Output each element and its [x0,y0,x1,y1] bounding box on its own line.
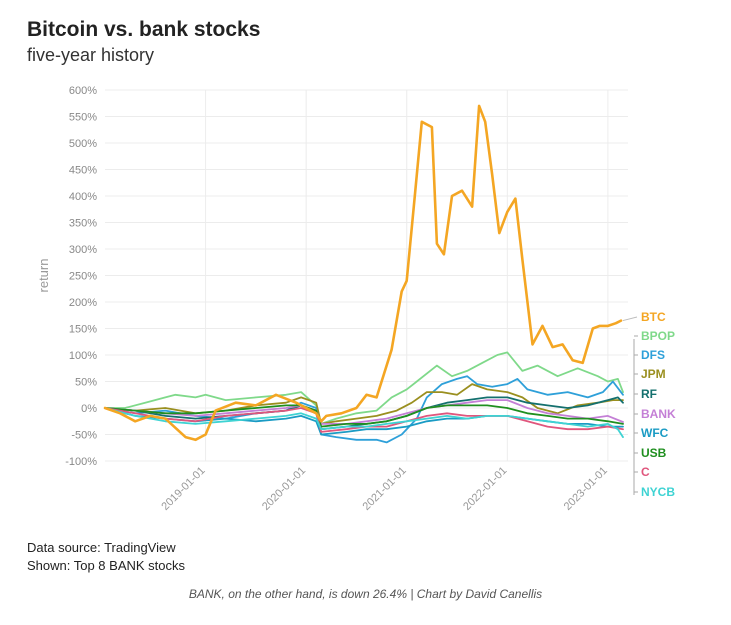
series-label-rf: RF [641,387,657,401]
series-label-jpm: JPM [641,367,666,381]
x-tick-label: 2023-01-01 [562,465,610,513]
x-tick-label: 2022-01-01 [461,465,509,513]
series-label-nycb: NYCB [641,485,675,499]
x-tick-label: 2020-01-01 [260,465,308,513]
x-tick-label: 2021-01-01 [361,465,409,513]
y-tick-label: 150% [69,324,97,336]
y-axis-label: return [36,259,51,293]
leader-line [622,316,638,322]
y-tick-label: 550% [69,112,97,124]
series-label-btc: BTC [641,310,666,324]
y-tick-label: 400% [69,191,97,203]
y-tick-label: 450% [69,165,97,177]
y-tick-label: -100% [65,456,97,468]
series-label-bank: BANK [641,407,676,421]
series-line-usb [104,404,624,428]
y-tick-label: 300% [69,244,97,256]
series-line-btc [103,104,623,442]
y-tick-label: 350% [69,218,97,230]
y-tick-label: 250% [69,271,97,283]
y-tick-label: 100% [69,350,97,362]
x-tick-label: 2019-01-01 [159,465,207,513]
series-label-bpop: BPOP [641,329,675,343]
y-tick-label: -50% [71,430,97,442]
line-chart: -100% -50% 0% 50% 100% 150% 200% 250% 300% 350% 40… [36,85,676,513]
series-line-nycb [104,407,624,439]
series-label-usb: USB [641,446,667,460]
series-label-dfs: DFS [641,348,665,362]
series-label-wfc: WFC [641,426,669,440]
y-tick-label: 0% [81,403,97,415]
chart-subtitle: five-year history [27,45,155,65]
y-tick-label: 600% [69,85,97,97]
series-line-bpop [104,351,624,425]
series-line-c [104,407,624,433]
y-tick-label: 500% [69,138,97,150]
shown-note: Shown: Top 8 BANK stocks [27,558,186,573]
series-label-c: C [641,465,650,479]
y-tick-label: 50% [75,377,97,389]
data-source-note: Data source: TradingView [27,540,176,555]
chart-title: Bitcoin vs. bank stocks [27,18,261,41]
chart-caption: BANK, on the other hand, is down 26.4% |… [188,587,543,601]
y-tick-label: 200% [69,297,97,309]
series-line-bank [104,399,624,425]
series-line-jpm [104,383,624,425]
